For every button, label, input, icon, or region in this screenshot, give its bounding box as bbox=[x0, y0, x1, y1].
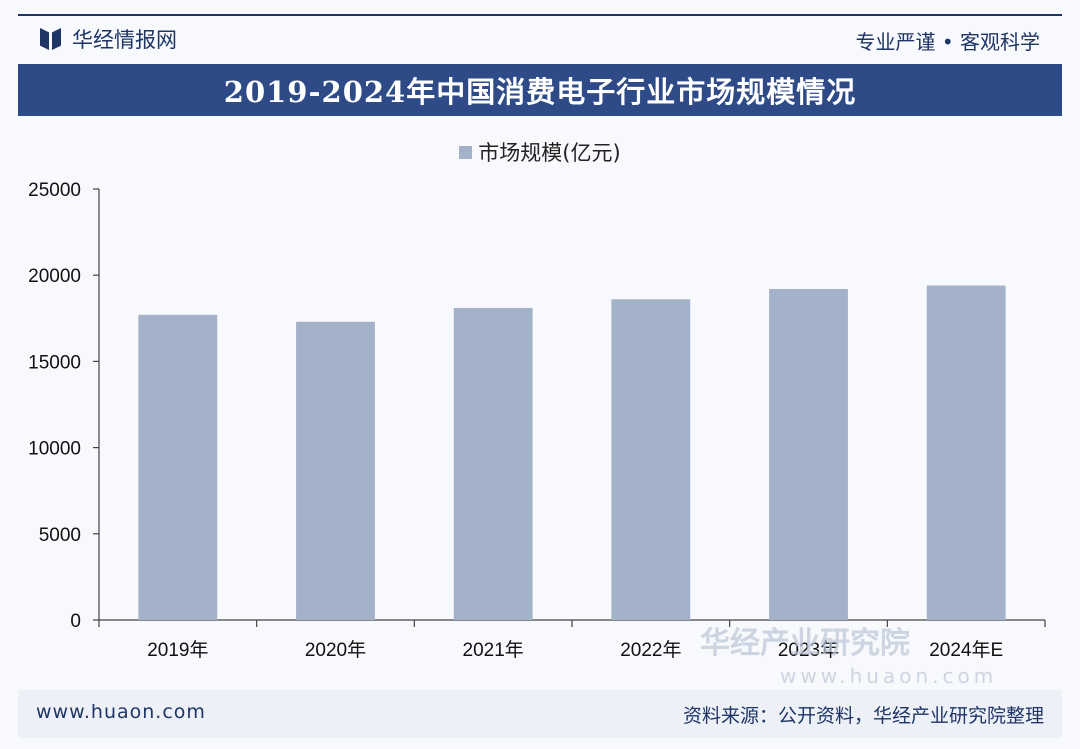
x-axis: 2019年 2020年 2021年 2022年 2023年 2024年E bbox=[98, 619, 1046, 661]
x-tick-label: 2024年E bbox=[929, 639, 1003, 661]
y-tick-label: 10000 bbox=[28, 439, 81, 460]
footer-url: www.huaon.com bbox=[36, 701, 206, 723]
brand-name: 华经情报网 bbox=[72, 28, 177, 52]
chart-legend: 市场规模(亿元) bbox=[0, 137, 1080, 167]
top-rule bbox=[18, 14, 1062, 16]
legend-swatch bbox=[459, 145, 473, 159]
y-tick-label: 20000 bbox=[28, 266, 81, 287]
bar-0 bbox=[138, 314, 218, 620]
footer-source: 资料来源：公开资料，华经产业研究院整理 bbox=[682, 705, 1044, 727]
x-tick-label: 2023年 bbox=[778, 639, 839, 661]
chart-title-bar: 2019-2024年中国消费电子行业市场规模情况 bbox=[18, 64, 1062, 116]
y-tick-label: 0 bbox=[70, 611, 81, 632]
y-tick-label: 25000 bbox=[28, 180, 81, 201]
slogan: 专业严谨 • 客观科学 bbox=[855, 30, 1040, 54]
x-tick-label: 2021年 bbox=[463, 639, 524, 661]
bar-4 bbox=[769, 288, 848, 620]
y-tick-label: 15000 bbox=[28, 352, 81, 373]
x-tick-label: 2020年 bbox=[305, 639, 366, 661]
bars bbox=[138, 285, 1006, 620]
bar-2 bbox=[453, 307, 533, 620]
watermark-text: 华经产业研究院 bbox=[700, 626, 910, 661]
chart-title: 2019-2024年中国消费电子行业市场规模情况 bbox=[223, 75, 857, 109]
brand: 华经情报网 bbox=[40, 24, 177, 54]
x-tick-label: 2019年 bbox=[147, 639, 208, 661]
legend-label: 市场规模(亿元) bbox=[478, 141, 621, 165]
footer-band bbox=[18, 690, 1062, 738]
bar-1 bbox=[296, 321, 375, 620]
watermark-url: www.huaon.com bbox=[780, 664, 998, 688]
bar-5 bbox=[926, 285, 1006, 620]
bar-3 bbox=[611, 299, 691, 620]
x-tick-label: 2022年 bbox=[620, 639, 681, 661]
y-tick-label: 5000 bbox=[39, 525, 81, 546]
y-axis: 0 5000 10000 15000 20000 25000 bbox=[28, 180, 100, 632]
